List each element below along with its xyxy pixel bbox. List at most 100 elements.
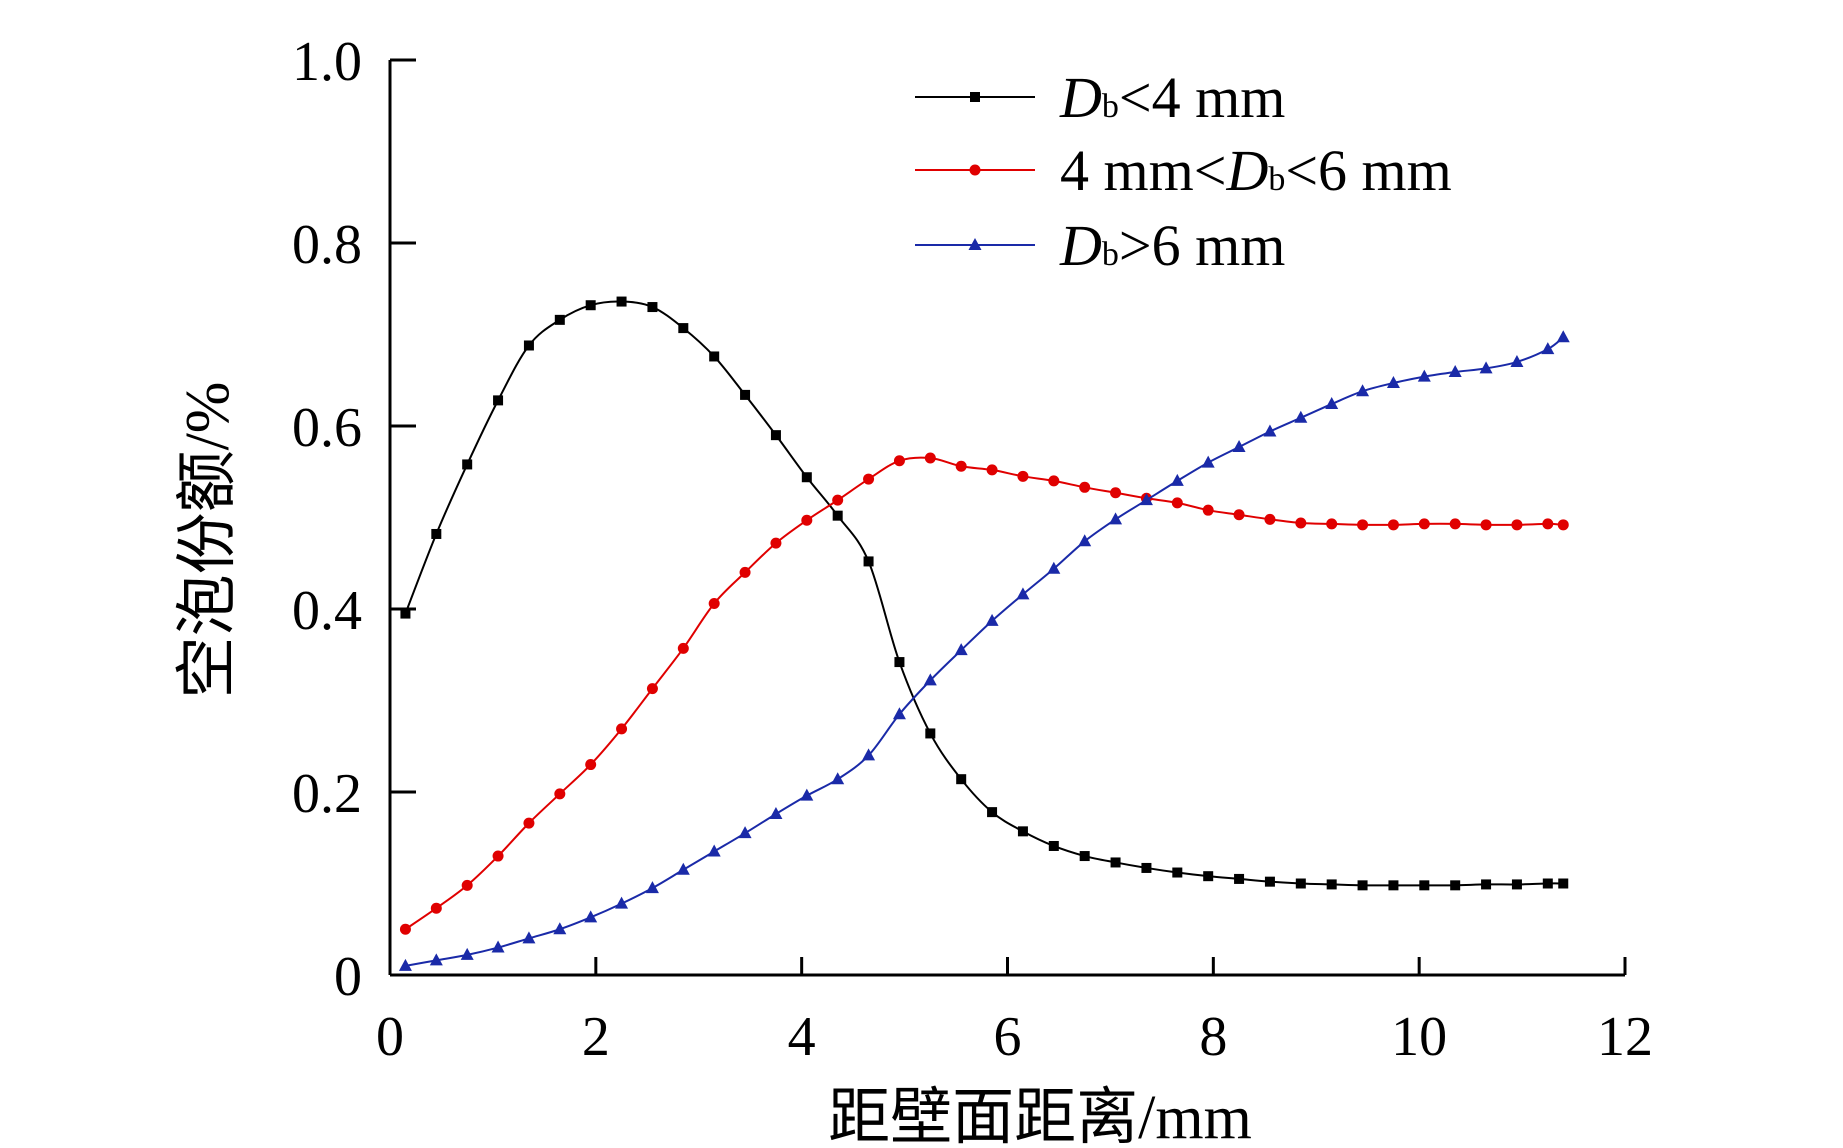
data-point xyxy=(1170,473,1184,486)
data-point xyxy=(523,817,535,829)
data-point xyxy=(832,494,844,506)
data-point xyxy=(1388,880,1399,891)
data-point xyxy=(1295,517,1307,529)
data-point xyxy=(1017,470,1029,482)
x-tick-label: 0 xyxy=(376,1006,404,1068)
data-point xyxy=(1541,342,1555,355)
data-point xyxy=(740,389,751,400)
data-point xyxy=(1479,361,1493,374)
data-point xyxy=(615,896,629,909)
data-point xyxy=(1232,440,1246,453)
data-point xyxy=(1110,857,1121,868)
data-point xyxy=(1481,879,1492,890)
data-point xyxy=(1234,873,1245,884)
data-point xyxy=(1016,587,1030,600)
data-point xyxy=(708,598,720,610)
data-point xyxy=(1356,384,1370,397)
x-tick-label: 2 xyxy=(582,1006,610,1068)
data-point xyxy=(1264,513,1276,525)
data-point xyxy=(923,673,937,686)
legend-label: Db>6 mm xyxy=(1059,213,1285,278)
data-point xyxy=(1557,519,1569,531)
data-point xyxy=(1556,330,1570,343)
data-point xyxy=(1418,518,1430,530)
y-tick-label: 0.8 xyxy=(292,214,362,276)
data-point xyxy=(1558,878,1569,889)
legend-label: Db<4 mm xyxy=(1059,65,1285,130)
data-point xyxy=(1542,518,1554,530)
data-point xyxy=(430,902,442,914)
data-point xyxy=(739,566,751,578)
data-point xyxy=(709,351,720,362)
data-point xyxy=(1141,862,1152,873)
data-point xyxy=(893,455,905,467)
data-point xyxy=(862,748,876,761)
legend-label: 4 mm<Db<6 mm xyxy=(1060,138,1452,203)
y-tick-label: 0.6 xyxy=(292,397,362,459)
data-point xyxy=(769,806,783,819)
data-point xyxy=(801,472,812,483)
data-point xyxy=(1511,879,1522,890)
data-point xyxy=(894,657,905,668)
legend-item-1: Db<4 mm xyxy=(915,65,1285,130)
y-tick-label: 0.2 xyxy=(292,763,362,825)
data-point xyxy=(523,340,534,351)
x-tick-label: 4 xyxy=(788,1006,816,1068)
data-point xyxy=(461,879,473,891)
data-point xyxy=(1079,851,1090,862)
data-point xyxy=(554,788,566,800)
data-point xyxy=(985,613,999,626)
ticks: 0 2 4 6 8 10 12 0 0.2 0.4 0.6 0.8 1.0 xyxy=(292,31,1653,1068)
data-point xyxy=(647,302,658,313)
data-point xyxy=(1017,826,1028,837)
data-point xyxy=(1542,878,1553,889)
legend-item-3: Db>6 mm xyxy=(915,213,1285,278)
data-point xyxy=(956,774,967,785)
y-axis-title: 空泡份额/% xyxy=(174,382,242,699)
data-point xyxy=(1449,518,1461,530)
data-point xyxy=(1386,375,1400,388)
data-point xyxy=(1387,519,1399,531)
data-point xyxy=(492,850,504,862)
data-point xyxy=(1110,487,1122,499)
data-point xyxy=(1079,481,1091,493)
data-point xyxy=(677,642,689,654)
data-point xyxy=(678,323,689,334)
data-point xyxy=(491,940,505,953)
series-line xyxy=(404,300,1564,887)
data-point xyxy=(616,723,628,735)
legend-marker xyxy=(968,238,982,250)
data-point xyxy=(800,788,814,801)
data-point xyxy=(1448,365,1462,378)
data-point xyxy=(925,728,936,739)
data-point xyxy=(1419,880,1430,891)
data-point xyxy=(400,608,411,619)
x-tick-label: 12 xyxy=(1597,1006,1653,1068)
data-point xyxy=(1233,509,1245,521)
data-point xyxy=(584,910,598,923)
data-point xyxy=(707,844,721,857)
series-3 xyxy=(398,330,1570,971)
series-2 xyxy=(399,452,1569,935)
data-point xyxy=(460,947,474,960)
data-point xyxy=(398,958,412,971)
data-point xyxy=(1139,493,1153,506)
data-point xyxy=(1510,354,1524,367)
data-point xyxy=(1326,879,1337,890)
x-tick-label: 10 xyxy=(1391,1006,1447,1068)
data-point xyxy=(1295,878,1306,889)
data-point xyxy=(1264,876,1275,887)
legend-marker xyxy=(970,92,980,102)
data-point xyxy=(616,296,627,307)
data-point xyxy=(1202,504,1214,516)
data-point xyxy=(863,556,874,567)
data-point xyxy=(1263,424,1277,437)
data-point xyxy=(646,683,658,695)
data-point xyxy=(770,430,781,441)
data-point xyxy=(429,953,443,966)
data-point xyxy=(493,395,504,406)
data-point xyxy=(1450,880,1461,891)
x-axis-title: 距壁面距离/mm xyxy=(828,1084,1252,1148)
data-point xyxy=(553,922,567,935)
